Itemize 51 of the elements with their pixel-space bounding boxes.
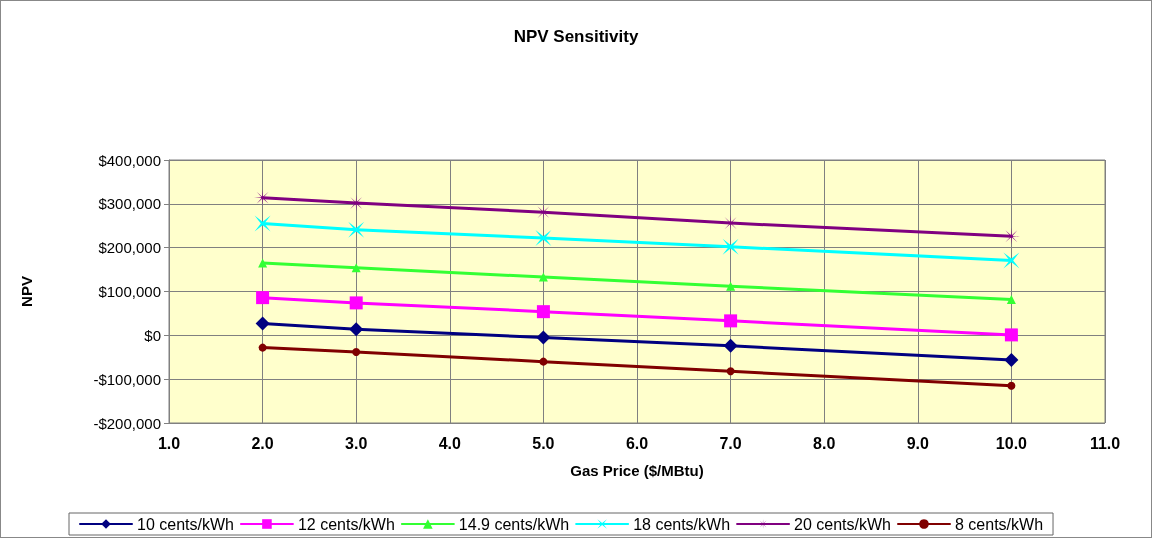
point <box>724 314 738 328</box>
x-tick-label: 9.0 <box>906 434 930 452</box>
point <box>349 296 363 310</box>
x-tick-label: 3.0 <box>345 434 368 452</box>
point <box>1003 252 1020 269</box>
point <box>352 347 361 356</box>
point <box>538 272 548 282</box>
point <box>722 238 739 255</box>
x-tick-label: 1.0 <box>157 434 181 452</box>
x-tick-label: 7.0 <box>719 434 742 452</box>
point <box>536 330 551 345</box>
x-tick-label: 5.0 <box>532 434 555 452</box>
y-axis-title: NPV <box>18 276 35 307</box>
point <box>254 215 271 232</box>
x-tick-label: 8.0 <box>813 434 836 452</box>
chart-title: NPV Sensitivity <box>513 27 639 46</box>
point <box>723 338 738 353</box>
point <box>1006 294 1016 304</box>
point <box>1004 352 1019 367</box>
legend-label: 18 cents/kWh <box>633 515 731 533</box>
x-tick-label: 2.0 <box>251 434 274 452</box>
point <box>536 305 550 319</box>
point <box>726 367 735 376</box>
point <box>1007 381 1016 390</box>
y-tick-label: $200,000 <box>98 239 161 257</box>
point <box>258 343 267 352</box>
point <box>255 316 270 331</box>
x-tick-label: 6.0 <box>625 434 649 452</box>
legend-label: 14.9 cents/kWh <box>458 515 570 533</box>
point <box>539 357 548 366</box>
x-tick-label: 4.0 <box>438 434 462 452</box>
y-tick-label: $400,000 <box>98 151 161 169</box>
point <box>535 230 552 247</box>
legend-label: 20 cents/kWh <box>794 515 891 533</box>
point <box>726 281 736 291</box>
point <box>348 221 365 238</box>
legend-label: 8 cents/kWh <box>954 515 1044 533</box>
y-tick-label: $100,000 <box>98 283 161 300</box>
y-tick-label: $300,000 <box>98 195 161 213</box>
x-tick-label: 11.0 <box>1089 434 1121 452</box>
point <box>258 258 268 268</box>
y-tick-label: $0 <box>144 326 161 344</box>
x-tick-label: 10.0 <box>995 434 1028 452</box>
legend-label: 12 cents/kWh <box>297 515 395 533</box>
x-axis-title: Gas Price ($/MBtu) <box>570 462 704 479</box>
y-tick-label: -$100,000 <box>93 370 161 388</box>
y-tick-label: -$200,000 <box>93 414 161 432</box>
point <box>256 291 270 305</box>
point <box>1004 328 1018 342</box>
point <box>349 322 364 337</box>
legend-label: 10 cents/kWh <box>137 515 234 533</box>
